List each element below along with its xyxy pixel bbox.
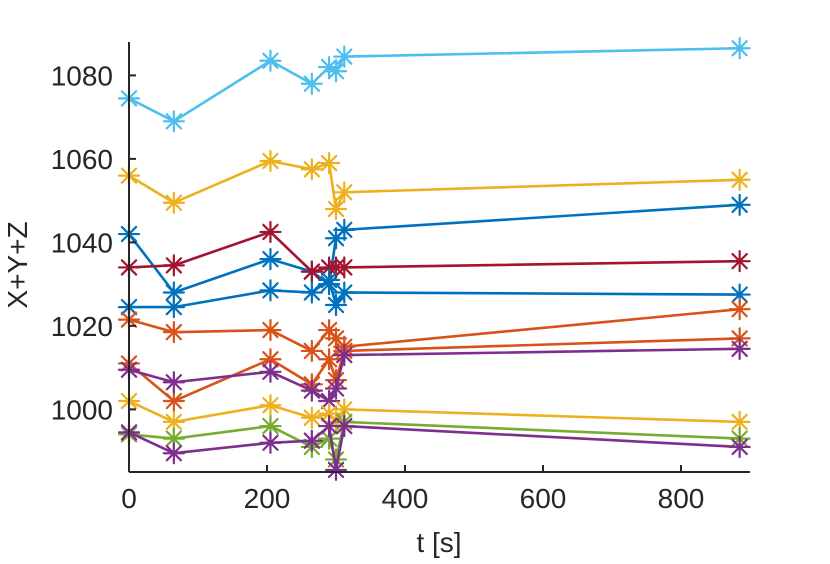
- data-point-marker: [300, 379, 323, 402]
- data-point-marker: [259, 279, 282, 302]
- series-line: [128, 230, 740, 273]
- data-point-marker: [728, 37, 751, 60]
- data-point-marker: [300, 72, 323, 95]
- data-point-marker: [318, 151, 341, 175]
- series-line: [128, 424, 740, 472]
- y-axis-label: X+Y+Z: [2, 221, 33, 308]
- series-series-5: [117, 268, 751, 319]
- data-point-marker: [259, 318, 282, 342]
- data-point-marker: [259, 431, 282, 454]
- data-point-marker: [728, 250, 751, 273]
- data-point-marker: [259, 394, 282, 417]
- data-point-marker: [162, 371, 185, 394]
- data-point-marker: [259, 49, 282, 72]
- series-line: [128, 337, 740, 403]
- data-point-marker: [333, 414, 356, 438]
- data-point-marker: [300, 158, 323, 181]
- series-line: [128, 159, 740, 211]
- axes: 0 200 400 600 800 1000 1020 1040 1060 1080: [51, 42, 750, 514]
- series-line: [128, 420, 740, 461]
- data-point-marker: [259, 360, 282, 383]
- data-point-marker: [318, 268, 341, 292]
- data-point-marker: [728, 410, 751, 434]
- series-line: [129, 278, 740, 309]
- data-point-marker: [300, 406, 323, 429]
- plot-area: [117, 37, 751, 482]
- data-point-marker: [324, 60, 348, 83]
- data-point-marker: [324, 458, 348, 482]
- series-series-8: [117, 337, 751, 413]
- data-point-marker: [333, 281, 356, 304]
- series-series-4: [117, 220, 751, 283]
- data-point-marker: [333, 218, 356, 241]
- data-point-marker: [728, 298, 751, 321]
- data-point-marker: [324, 293, 348, 317]
- series-series-1: [117, 37, 751, 133]
- series-line: [128, 399, 740, 424]
- data-point-marker: [324, 377, 348, 400]
- series-series-11: [117, 414, 751, 482]
- data-point-marker: [728, 168, 751, 191]
- series-series-2: [117, 149, 751, 221]
- data-point-marker: [318, 414, 341, 438]
- y-tick-label: 1020: [51, 311, 113, 342]
- data-point-marker: [333, 45, 356, 68]
- data-point-marker: [300, 260, 323, 283]
- data-point-marker: [324, 197, 348, 221]
- data-point-marker: [318, 348, 341, 371]
- data-point-marker: [728, 283, 751, 306]
- series-line: [128, 307, 740, 353]
- data-point-marker: [259, 247, 282, 271]
- data-point-marker: [162, 295, 185, 319]
- x-tick-label: 800: [658, 483, 705, 514]
- data-point-marker: [333, 256, 356, 279]
- data-point-marker: [728, 337, 751, 360]
- data-point-marker: [162, 389, 185, 413]
- data-point-marker: [259, 149, 282, 173]
- series-series-7: [117, 327, 751, 413]
- x-tick-label: 400: [382, 483, 429, 514]
- y-tick-label: 1000: [51, 394, 113, 425]
- y-ticks: 1000 1020 1040 1060 1080: [51, 60, 136, 425]
- data-point-marker: [259, 414, 282, 438]
- series-line: [128, 46, 740, 123]
- y-tick-label: 1080: [51, 60, 113, 91]
- series-line: [128, 347, 740, 403]
- series-series-10: [117, 410, 751, 471]
- x-ticks: 0 200 400 600 800: [121, 465, 704, 514]
- x-axis-label: t [s]: [416, 527, 461, 558]
- data-point-marker: [162, 254, 185, 277]
- data-point-marker: [300, 339, 323, 363]
- data-point-marker: [728, 435, 751, 459]
- data-point-marker: [162, 442, 185, 465]
- data-point-marker: [333, 344, 356, 367]
- data-point-marker: [162, 321, 185, 344]
- series-series-6: [117, 298, 751, 363]
- data-point-marker: [162, 410, 185, 434]
- data-point-marker: [300, 281, 323, 304]
- data-point-marker: [162, 191, 185, 214]
- data-point-marker: [333, 181, 356, 204]
- y-tick-label: 1060: [51, 144, 113, 175]
- y-tick-label: 1040: [51, 227, 113, 258]
- series-series-3: [117, 193, 751, 304]
- data-point-marker: [728, 193, 751, 216]
- x-tick-label: 600: [520, 483, 567, 514]
- x-tick-label: 200: [244, 483, 291, 514]
- data-point-marker: [162, 110, 185, 133]
- data-point-marker: [259, 220, 282, 244]
- x-tick-label: 0: [121, 483, 137, 514]
- data-point-marker: [318, 427, 341, 450]
- data-point-marker: [300, 429, 323, 452]
